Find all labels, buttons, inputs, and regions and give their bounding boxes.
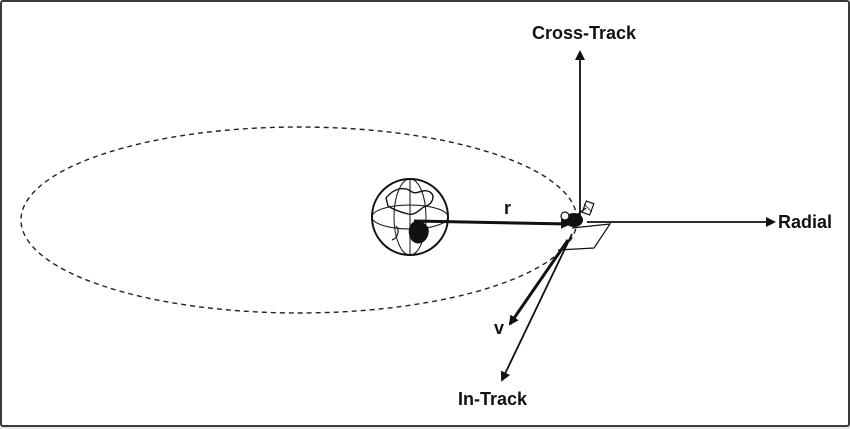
- orbit-path: [20, 126, 578, 314]
- radial-axis-label: Radial: [778, 212, 832, 232]
- r-vector-arrow: [413, 218, 571, 229]
- r-label: r: [504, 198, 511, 218]
- satellite-icon: [560, 200, 595, 227]
- orbital-plane-marker: [557, 223, 612, 251]
- cross-track-axis-label: Cross-Track: [532, 23, 637, 43]
- earth-globe-icon: [371, 178, 449, 256]
- in-track-axis-label: In-Track: [458, 389, 528, 409]
- v-vector-arrow: [508, 239, 570, 326]
- v-label: v: [494, 318, 504, 338]
- in-track-axis-arrow: [500, 233, 573, 382]
